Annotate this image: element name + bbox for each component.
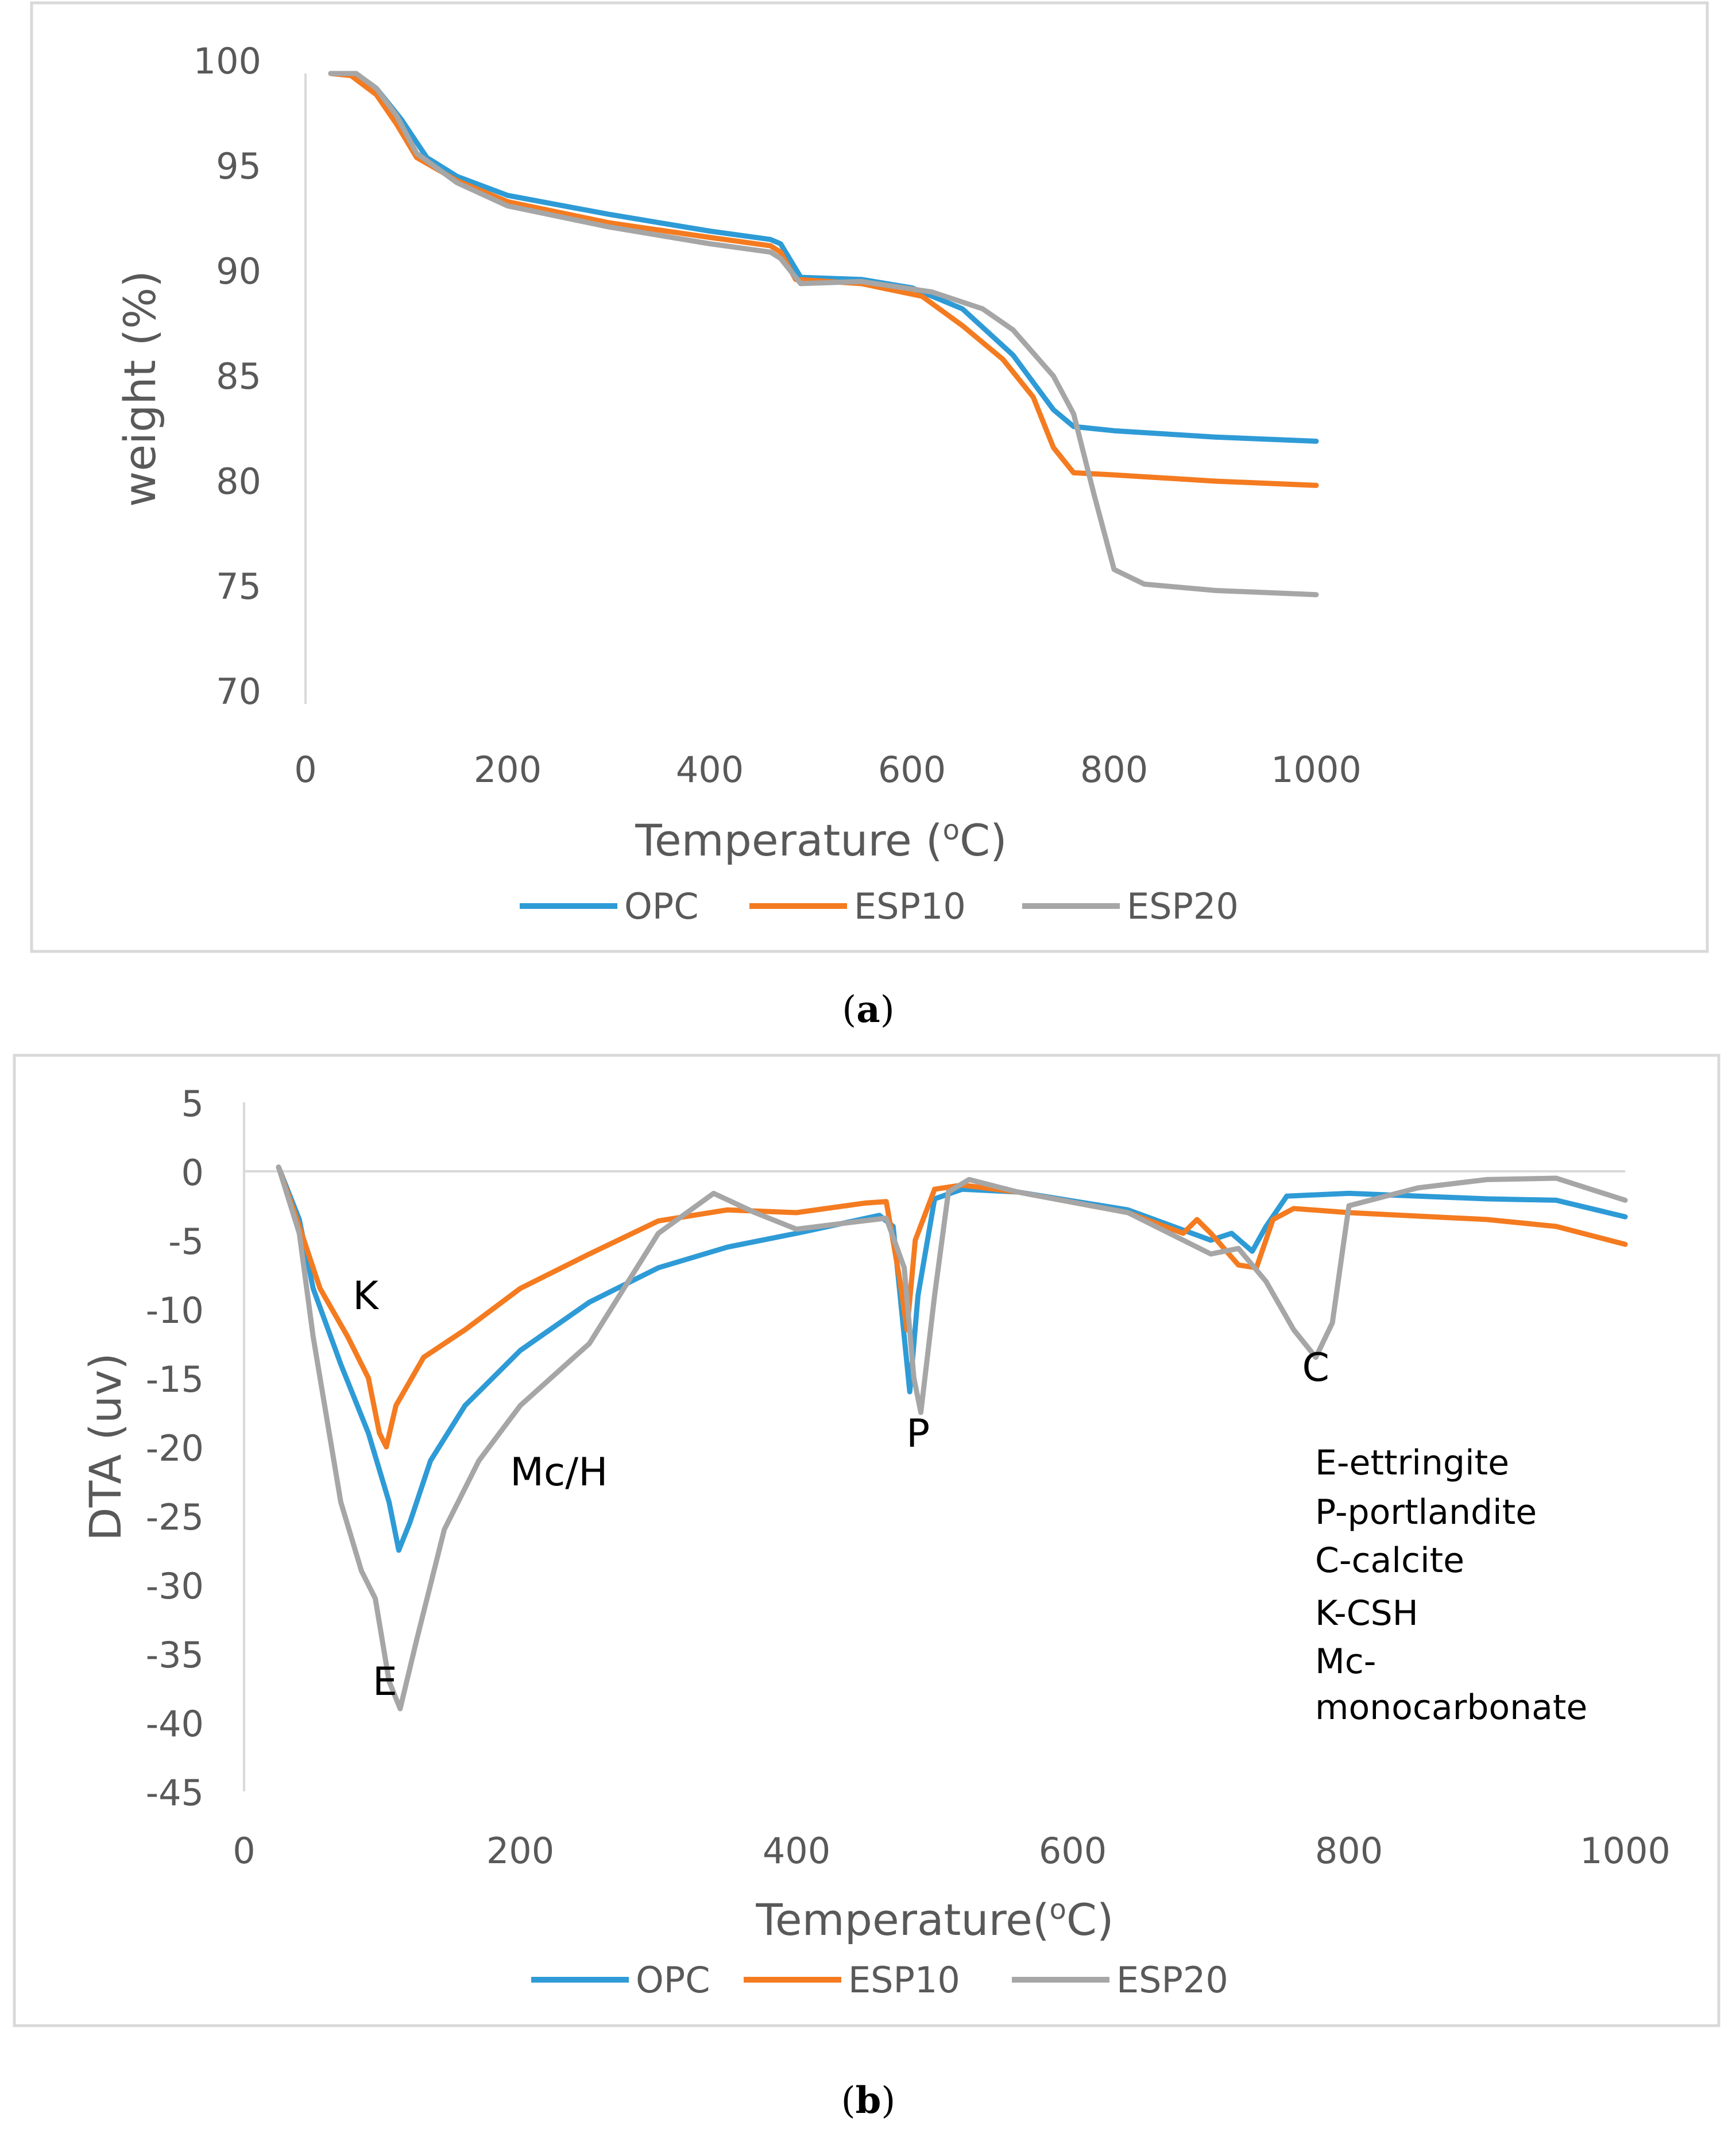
chart-b-annot-McH: Mc/H [510, 1450, 608, 1495]
chart-a-xtick-400: 400 [676, 749, 744, 791]
chart-b-caption: (b) [841, 2079, 896, 2122]
chart-b-ytick-m30: -30 [146, 1565, 204, 1607]
chart-b-series [276, 1164, 1628, 1712]
chart-b-ytick-m35: -35 [146, 1634, 204, 1676]
chart-a-caption: (a) [842, 988, 894, 1031]
chart-a-xtick-1000: 1000 [1271, 749, 1362, 791]
chart-b-annot-K: K [353, 1273, 380, 1319]
chart-a-xtick-200: 200 [474, 749, 542, 791]
chart-b: -45 -40 -35 -30 -25 -20 -15 -10 -5 0 5 0… [13, 1054, 1720, 2122]
chart-b-ytick-5: 5 [181, 1083, 204, 1125]
chart-b-key-csh: K-CSH [1315, 1593, 1418, 1633]
chart-a-line-OPC [328, 71, 1319, 444]
chart-b-legend: OPC ESP10 ESP20 [531, 1959, 1228, 2001]
chart-b-ytick-m25: -25 [146, 1496, 204, 1538]
chart-b-key-mc: Mc- [1315, 1642, 1376, 1682]
chart-b-ytick-m40: -40 [146, 1703, 204, 1745]
chart-b-ytick-m15: -15 [146, 1358, 204, 1400]
chart-a-legend-label-ESP20: ESP20 [1127, 885, 1239, 927]
chart-a-series [328, 71, 1319, 598]
chart-b-xlabel-main: Temperature( [755, 1894, 1049, 1945]
chart-b-xtick-200: 200 [486, 1830, 554, 1872]
chart-b-xtick-1000: 1000 [1580, 1830, 1671, 1872]
chart-a-xtick-600: 600 [878, 749, 946, 791]
chart-a-x-ticks: 0 200 400 600 800 1000 [294, 749, 1362, 791]
chart-a-ytick-75: 75 [216, 566, 261, 607]
chart-a-xtick-800: 800 [1080, 749, 1148, 791]
chart-b-line-ESP10 [276, 1164, 1628, 1450]
chart-b-xtick-400: 400 [763, 1830, 830, 1872]
chart-a-xlabel-sup: o [943, 814, 960, 846]
chart-b-legend-label-ESP10: ESP10 [848, 1959, 960, 2001]
chart-b-key-ettringite: E-ettringite [1315, 1443, 1509, 1483]
chart-b-ytick-m20: -20 [146, 1427, 204, 1469]
chart-a-ytick-95: 95 [216, 145, 261, 187]
chart-a-legend: OPC ESP10 ESP20 [520, 885, 1239, 927]
chart-a-legend-label-OPC: OPC [624, 885, 698, 927]
chart-b-ylabel: DTA (uv) [80, 1353, 131, 1541]
chart-b-y-ticks: -45 -40 -35 -30 -25 -20 -15 -10 -5 0 5 [146, 1083, 204, 1814]
chart-b-x-ticks: 0 200 400 600 800 1000 [233, 1830, 1671, 1872]
chart-b-ytick-m5: -5 [168, 1221, 204, 1263]
chart-b-annot-E: E [373, 1659, 397, 1705]
chart-b-annot-P: P [906, 1411, 930, 1457]
chart-b-annot-C: C [1302, 1345, 1329, 1391]
chart-a-legend-label-ESP10: ESP10 [854, 885, 966, 927]
chart-b-xlabel: Temperature(oC) [755, 1894, 1113, 1945]
chart-b-legend-label-ESP20: ESP20 [1116, 1959, 1228, 2001]
chart-b-ytick-m10: -10 [146, 1290, 204, 1331]
chart-b-xtick-600: 600 [1039, 1830, 1107, 1872]
chart-b-xlabel-end: C) [1066, 1894, 1114, 1945]
chart-b-annotations: K Mc/H E P C [353, 1273, 1329, 1705]
chart-b-ytick-m45: -45 [146, 1772, 204, 1814]
chart-a-ytick-85: 85 [216, 355, 261, 397]
chart-a-ytick-100: 100 [194, 40, 261, 82]
chart-b-legend-label-OPC: OPC [636, 1959, 710, 2001]
chart-b-xtick-800: 800 [1315, 1830, 1383, 1872]
chart-b-key-calcite: C-calcite [1315, 1540, 1464, 1581]
chart-b-xlabel-sup: o [1049, 1894, 1066, 1926]
chart-a-ylabel: weight (%) [114, 270, 165, 507]
chart-a-xlabel-main: Temperature ( [635, 815, 942, 866]
chart-a-xtick-0: 0 [294, 749, 316, 791]
chart-a: 70 75 80 85 90 95 100 0 200 400 600 800 … [30, 1, 1709, 1031]
chart-a-y-ticks: 70 75 80 85 90 95 100 [194, 40, 261, 713]
chart-b-key: E-ettringite P-portlandite C-calcite K-C… [1315, 1443, 1587, 1728]
chart-a-xlabel-end: C) [960, 815, 1007, 866]
chart-b-key-monocarbonate: monocarbonate [1315, 1687, 1587, 1728]
chart-a-ytick-70: 70 [216, 671, 261, 713]
chart-a-frame [30, 1, 1709, 953]
chart-a-ytick-90: 90 [216, 250, 261, 292]
chart-a-xlabel: Temperature (oC) [635, 814, 1007, 866]
chart-b-key-portlandite: P-portlandite [1315, 1492, 1537, 1532]
chart-b-line-ESP20 [276, 1164, 1628, 1712]
chart-b-xtick-0: 0 [233, 1830, 255, 1872]
chart-b-ytick-0: 0 [181, 1152, 204, 1194]
chart-a-ytick-80: 80 [216, 460, 261, 502]
chart-a-line-ESP20 [328, 71, 1319, 598]
